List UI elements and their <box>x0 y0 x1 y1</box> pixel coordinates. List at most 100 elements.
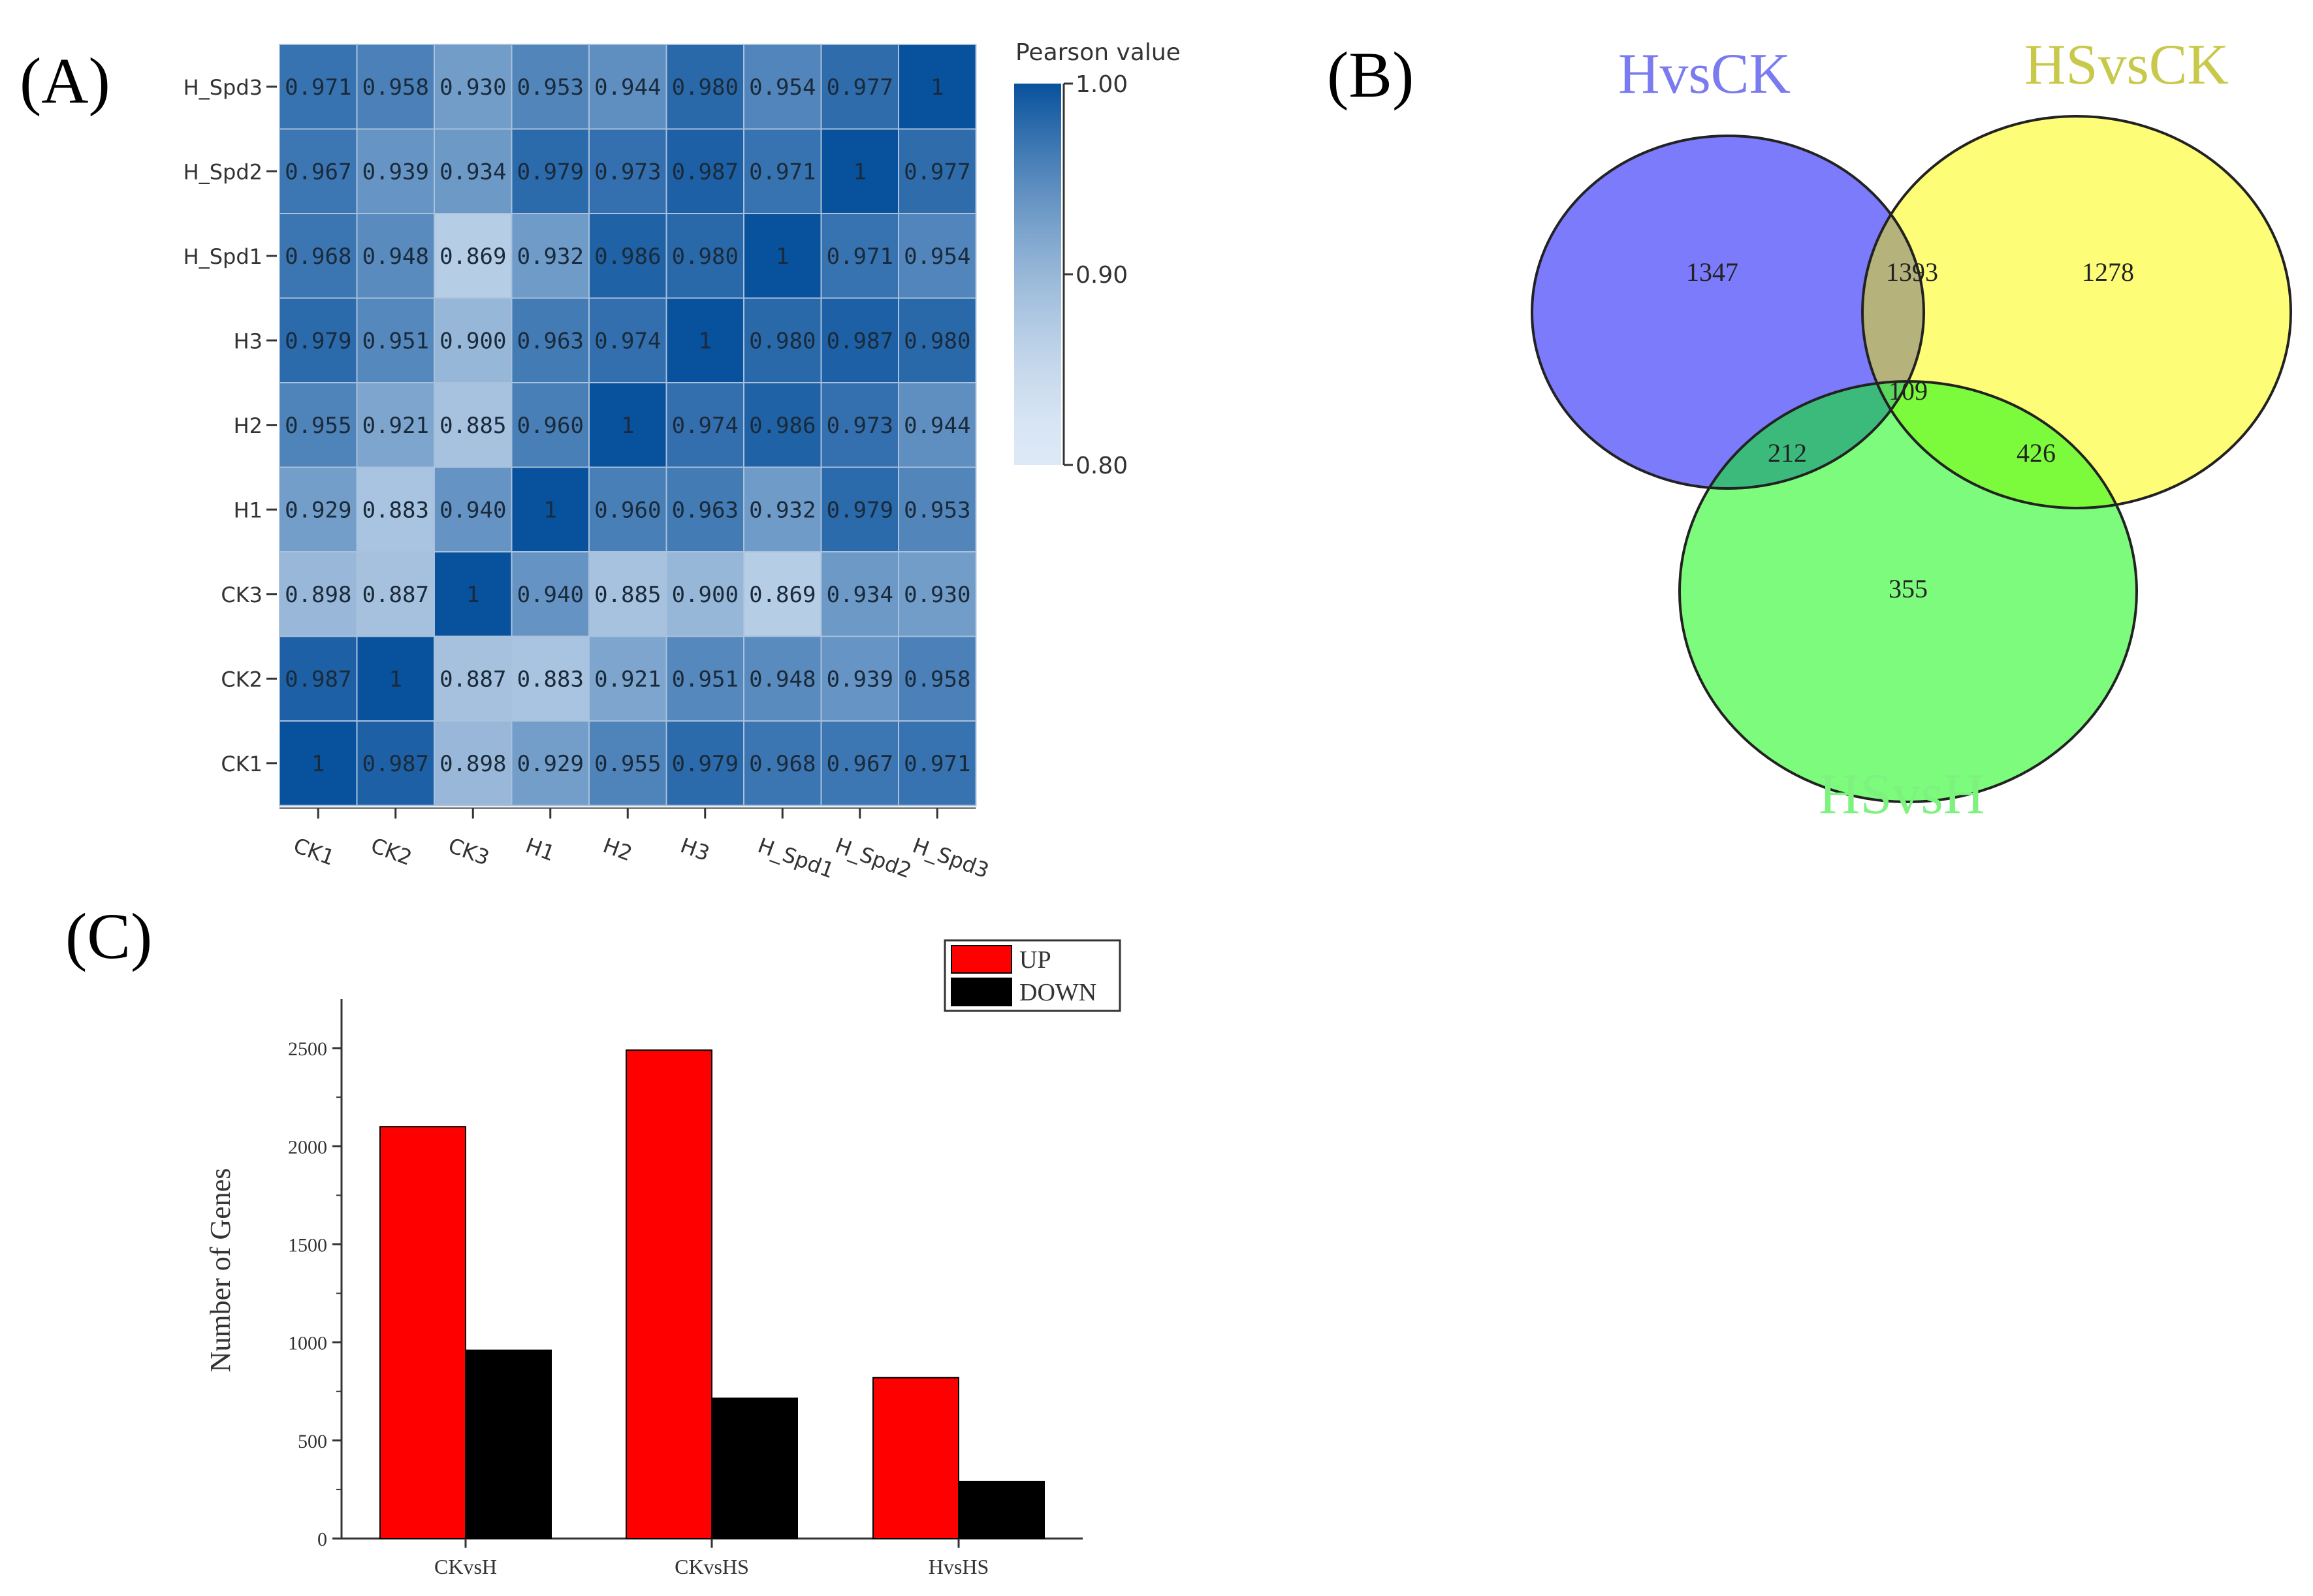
heatmap-cell-value: 0.977 <box>827 74 893 101</box>
column-label: CK1 <box>291 833 338 870</box>
heatmap-cell <box>820 44 899 130</box>
heatmap-cell <box>279 128 358 214</box>
venn-set-outline <box>1861 115 2292 509</box>
venn-region-count: 355 <box>1889 574 1928 603</box>
column-label: H1 <box>522 833 558 866</box>
row-label: H_Spd3 <box>183 75 263 100</box>
venn-region-count: 212 <box>1768 438 1807 468</box>
legend-label: UP <box>1019 946 1051 974</box>
heatmap-cell-value: 0.953 <box>517 74 584 101</box>
heatmap-cell-value: 0.948 <box>749 666 816 692</box>
heatmap-cell <box>898 128 977 214</box>
x-tick-label: HvsHS <box>929 1555 989 1578</box>
column-label: CK3 <box>445 833 493 870</box>
heatmap-cell-value: 0.963 <box>672 497 739 523</box>
heatmap-cell-value: 0.986 <box>749 413 816 439</box>
heatmap-cell-value: 0.930 <box>904 582 970 608</box>
colorbar-tick-label: 0.90 <box>1076 262 1128 289</box>
colorbar <box>1014 84 1061 465</box>
heatmap-cell-value: 1 <box>699 328 712 354</box>
heatmap-cell <box>820 466 899 552</box>
heatmap-cell-value: 0.960 <box>594 497 661 523</box>
heatmap-cell-value: 0.979 <box>285 328 351 354</box>
heatmap-cell-value: 0.932 <box>749 497 816 523</box>
heatmap-cell-value: 0.967 <box>285 159 351 185</box>
heatmap-cell <box>511 297 590 383</box>
heatmap-cell-value: 0.887 <box>439 666 506 692</box>
venn-region-count: 1347 <box>1686 257 1738 287</box>
heatmap-cell-value: 0.951 <box>672 666 739 692</box>
colorbar-tick-label: 0.80 <box>1076 453 1128 479</box>
heatmap-cell <box>511 635 590 722</box>
heatmap-cell-value: 1 <box>931 74 944 101</box>
heatmap-cell <box>434 635 513 722</box>
heatmap-cell-value: 0.940 <box>439 497 506 523</box>
heatmap-cell-value: 0.934 <box>439 159 506 185</box>
legend-swatch-up <box>951 945 1012 974</box>
venn-set-label: HvsCK <box>1618 42 1791 106</box>
heatmap-cell <box>588 635 667 722</box>
heatmap-cell <box>434 382 513 468</box>
y-tick-label: 1500 <box>288 1234 327 1256</box>
heatmap-cell-value: 1 <box>466 582 479 608</box>
heatmap-cell-value: 0.979 <box>827 497 893 523</box>
heatmap-cell-value: 0.944 <box>904 413 970 439</box>
heatmap-cell <box>434 128 513 214</box>
heatmap-cell <box>279 635 358 722</box>
heatmap-cell-value: 0.885 <box>594 582 661 608</box>
heatmap-cell <box>279 466 358 552</box>
heatmap-cell <box>356 551 435 637</box>
venn-overlap-hsvsck-hsvsh <box>1862 381 2137 508</box>
heatmap-cell-value: 0.929 <box>517 751 584 777</box>
heatmap-cell-value: 0.960 <box>517 413 584 439</box>
heatmap-cell-value: 0.940 <box>517 582 584 608</box>
row-label: H_Spd2 <box>183 159 263 184</box>
heatmap: 0.971 0.958 0.930 0.953 0.944 0.980 0.954 0.977… <box>183 39 1181 884</box>
heatmap-cell <box>665 635 744 722</box>
heatmap-cell-value: 0.954 <box>749 74 816 101</box>
heatmap-cell <box>898 720 977 806</box>
heatmap-cell-value: 0.958 <box>362 74 429 101</box>
venn-set-label: HSvsH <box>1819 763 1985 826</box>
colorbar-title: Pearson value <box>1015 39 1181 66</box>
heatmap-cell-value: 1 <box>544 497 557 523</box>
heatmap-cell <box>743 213 822 299</box>
row-label: H1 <box>234 498 263 522</box>
x-tick-label: CKvsH <box>434 1555 497 1578</box>
heatmap-cell <box>434 44 513 130</box>
heatmap-cell <box>743 382 822 468</box>
venn-diagram: HvsCK HSvsCK HSvsH 1347 1393 1278 109 212 426 355 <box>1531 33 2292 826</box>
y-tick-label: 1000 <box>288 1333 327 1354</box>
heatmap-cell <box>588 213 667 299</box>
heatmap-cell-value: 0.987 <box>672 159 739 185</box>
heatmap-cell-value: 0.973 <box>827 413 893 439</box>
heatmap-cell-value: 0.987 <box>362 751 429 777</box>
heatmap-cell-value: 0.971 <box>904 751 970 777</box>
heatmap-cell-value: 0.929 <box>285 497 351 523</box>
column-label: H_Spd1 <box>755 833 838 883</box>
heatmap-cell <box>356 297 435 383</box>
heatmap-cell <box>588 720 667 806</box>
heatmap-cell-value: 0.967 <box>827 751 893 777</box>
heatmap-cell-value: 0.944 <box>594 74 661 101</box>
venn-region-count: 109 <box>1889 376 1928 406</box>
heatmap-cell-value: 1 <box>389 666 402 692</box>
heatmap-cell <box>743 720 822 806</box>
heatmap-cell-value: 0.977 <box>904 159 970 185</box>
heatmap-cell-value: 0.898 <box>285 582 351 608</box>
heatmap-cell-value: 0.900 <box>672 582 739 608</box>
heatmap-cell <box>356 44 435 130</box>
heatmap-cell-value: 0.986 <box>594 244 661 270</box>
heatmap-cell <box>434 213 513 299</box>
heatmap-cell <box>434 720 513 806</box>
heatmap-cell <box>665 44 744 130</box>
heatmap-cell <box>511 720 590 806</box>
heatmap-cell-value: 0.921 <box>594 666 661 692</box>
heatmap-cell-value: 0.979 <box>672 751 739 777</box>
heatmap-cell-value: 0.980 <box>904 328 970 354</box>
heatmap-cell-value: 0.987 <box>827 328 893 354</box>
column-label: H_Spd2 <box>832 833 915 883</box>
column-label: H_Spd3 <box>910 833 993 883</box>
heatmap-cell <box>588 466 667 552</box>
row-label: CK1 <box>221 752 263 776</box>
